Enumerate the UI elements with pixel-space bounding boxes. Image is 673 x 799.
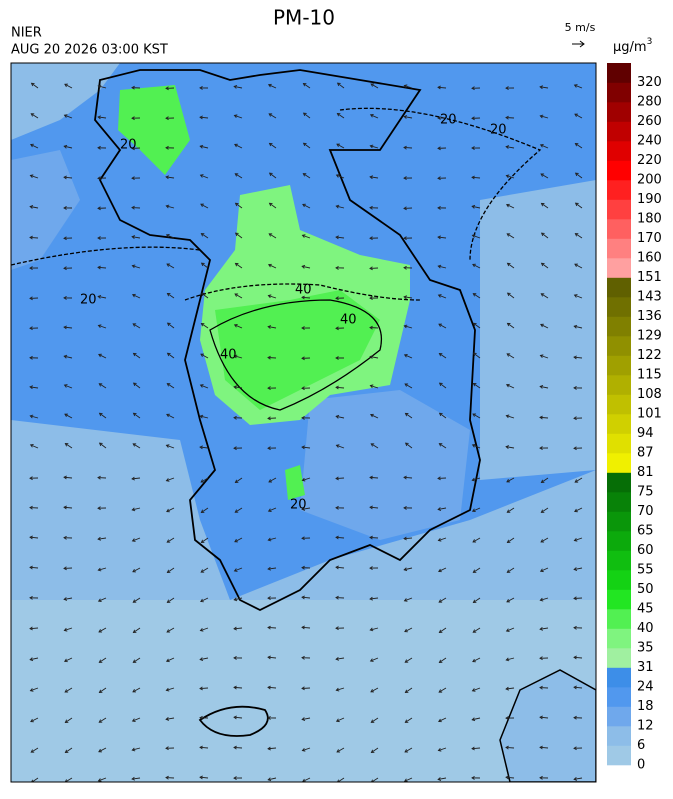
colorbar-box xyxy=(607,83,631,103)
colorbar-box xyxy=(607,512,631,532)
colorbar-box xyxy=(607,161,631,181)
colorbar-box xyxy=(607,317,631,337)
colorbar-label: 190 xyxy=(637,192,662,207)
colorbar-box xyxy=(607,122,631,142)
contour-label: 40 xyxy=(295,283,312,298)
colorbar-label: 170 xyxy=(637,231,662,246)
colorbar-box xyxy=(607,102,631,122)
light-zone xyxy=(480,180,596,480)
colorbar-box xyxy=(607,356,631,376)
colorbar-box xyxy=(607,726,631,746)
colorbar-label: 31 xyxy=(637,660,654,675)
colorbar-label: 24 xyxy=(637,680,654,695)
timestamp: AUG 20 2026 03:00 KST xyxy=(11,43,168,58)
contour-label: 20 xyxy=(120,138,137,153)
colorbar-box xyxy=(607,141,631,161)
colorbar-box xyxy=(607,63,631,83)
unit-sup: 3 xyxy=(647,37,653,47)
unit: μg/m3 xyxy=(613,37,652,55)
colorbar-label: 108 xyxy=(637,387,662,402)
colorbar-label: 180 xyxy=(637,212,662,227)
colorbar-box xyxy=(607,648,631,668)
colorbar-label: 129 xyxy=(637,329,662,344)
colorbar-label: 160 xyxy=(637,251,662,266)
colorbar-box xyxy=(607,551,631,571)
wind-scale-label: 5 m/s xyxy=(565,21,596,34)
colorbar-box xyxy=(607,492,631,512)
colorbar-box xyxy=(607,687,631,707)
colorbar-box xyxy=(607,609,631,629)
colorbar-label: 50 xyxy=(637,582,654,597)
colorbar-label: 240 xyxy=(637,134,662,149)
agency: NIER xyxy=(11,26,42,41)
colorbar-box xyxy=(607,258,631,278)
colorbar-box xyxy=(607,453,631,473)
colorbar-label: 45 xyxy=(637,602,654,617)
colorbar: 0 6 12 18 24 31 35 40 45 50 55 60 65 70 75 81 87 94 101 108… xyxy=(607,63,662,773)
colorbar-label: 122 xyxy=(637,348,662,363)
colorbar-box xyxy=(607,570,631,590)
colorbar-box xyxy=(607,395,631,415)
colorbar-label: 55 xyxy=(637,563,654,578)
contour-label: 20 xyxy=(290,498,307,513)
map: 20 20 20 20 20 40 40 40 xyxy=(11,63,596,783)
colorbar-box xyxy=(607,434,631,454)
colorbar-label: 143 xyxy=(637,290,662,305)
contour-label: 20 xyxy=(440,113,457,128)
contour-label: 20 xyxy=(490,123,507,138)
colorbar-label: 151 xyxy=(637,270,662,285)
colorbar-box xyxy=(607,668,631,688)
colorbar-label: 12 xyxy=(637,719,654,734)
colorbar-box xyxy=(607,629,631,649)
contour-label: 40 xyxy=(340,313,357,328)
colorbar-box xyxy=(607,414,631,434)
colorbar-box xyxy=(607,746,631,766)
colorbar-box xyxy=(607,180,631,200)
colorbar-label: 136 xyxy=(637,309,662,324)
colorbar-label: 81 xyxy=(637,465,654,480)
colorbar-label: 260 xyxy=(637,114,662,129)
colorbar-label: 115 xyxy=(637,368,662,383)
colorbar-box xyxy=(607,200,631,220)
colorbar-box xyxy=(607,375,631,395)
colorbar-box xyxy=(607,590,631,610)
colorbar-box xyxy=(607,239,631,259)
colorbar-label: 220 xyxy=(637,153,662,168)
colorbar-box xyxy=(607,531,631,551)
colorbar-box xyxy=(607,219,631,239)
colorbar-box xyxy=(607,297,631,317)
colorbar-box xyxy=(607,278,631,298)
colorbar-label: 94 xyxy=(637,426,654,441)
colorbar-label: 40 xyxy=(637,621,654,636)
title: PM-10 xyxy=(273,6,335,30)
colorbar-label: 87 xyxy=(637,446,654,461)
colorbar-label: 101 xyxy=(637,407,662,422)
colorbar-label: 70 xyxy=(637,504,654,519)
colorbar-label: 6 xyxy=(637,738,645,753)
colorbar-label: 60 xyxy=(637,543,654,558)
colorbar-label: 200 xyxy=(637,173,662,188)
colorbar-label: 75 xyxy=(637,485,654,500)
colorbar-label: 35 xyxy=(637,641,654,656)
contour-label: 20 xyxy=(80,293,97,308)
colorbar-box xyxy=(607,473,631,493)
colorbar-label: 65 xyxy=(637,524,654,539)
colorbar-box xyxy=(607,707,631,727)
colorbar-label: 320 xyxy=(637,75,662,90)
colorbar-label: 18 xyxy=(637,699,654,714)
colorbar-box xyxy=(607,336,631,356)
unit-base: μg/m xyxy=(613,40,647,55)
colorbar-label: 280 xyxy=(637,95,662,110)
colorbar-label: 0 xyxy=(637,758,645,773)
contour-label: 40 xyxy=(220,348,237,363)
